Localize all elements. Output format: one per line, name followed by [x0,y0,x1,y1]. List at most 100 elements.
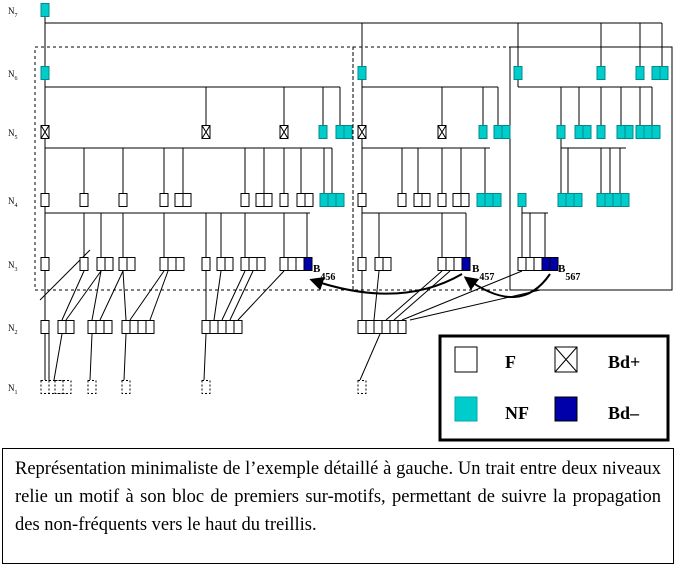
node-cell [295,257,305,271]
node-cell [279,257,289,271]
node-cell [389,320,399,334]
edge [123,333,127,381]
level-index: 4 [15,203,18,209]
node-cell [651,66,661,80]
node-cell [182,193,192,207]
node-cell [635,66,645,80]
node-cell [240,193,250,207]
node-cell [167,257,177,271]
node-cell [201,320,211,334]
node-cell [525,257,535,271]
node-cell [224,257,234,271]
node-cell [476,193,486,207]
level-name: N [8,323,15,333]
edges [39,17,663,381]
edge [65,270,102,321]
level-name: N [8,260,15,270]
node-cell [296,193,306,207]
edge [401,270,523,321]
block-label: B567 [558,263,580,283]
node-cell [121,320,131,334]
node-cell [233,320,243,334]
level-index: 3 [15,267,18,273]
node-cross [357,125,367,139]
edge [229,270,254,321]
node-cell [616,125,626,139]
legend-swatch [454,396,478,422]
level-index: 5 [15,135,18,141]
node-cell [121,380,131,394]
node-cell [79,257,89,271]
block-name: B [558,263,566,275]
level-name: N [8,128,15,138]
region-right [509,46,673,291]
node-cell [104,257,114,271]
node-cell [255,193,265,207]
edge [203,333,207,381]
node-cell [40,66,50,80]
node-cell [460,193,470,207]
legend-label: Bd– [608,403,640,423]
node-cell [397,320,407,334]
region-middle [352,46,511,291]
level-label: N1 [8,383,18,396]
node-cell [343,125,353,139]
node-cell [129,320,139,334]
node-cell [549,257,559,271]
node-cell [287,257,297,271]
node-cell [453,257,463,271]
edge [409,289,541,321]
level-label: N2 [8,323,18,336]
edge [359,333,381,381]
node-cell [96,257,106,271]
node-cell [103,320,113,334]
node-cell [118,257,128,271]
block-name: B [313,263,321,275]
node-cell [513,66,523,80]
legend-box [438,334,670,442]
node-cell [437,193,447,207]
node-cell [159,257,169,271]
node-cell [335,125,345,139]
node-cell [596,66,606,80]
node-cell [40,257,50,271]
legend-label: NF [505,403,529,423]
nodes [40,3,669,394]
node-cell [461,257,471,271]
node-cell [365,320,375,334]
node-cell [484,193,494,207]
node-cell [357,380,367,394]
edge [373,270,380,321]
edge [149,270,169,321]
node-cell [357,320,367,334]
node-cell [54,380,64,394]
arrow [463,273,551,299]
node-cell [541,257,551,271]
arrow [309,273,463,295]
edge [89,333,93,381]
level-label: N3 [8,260,18,273]
node-cell [596,193,606,207]
edge [61,270,85,321]
node-cross [437,125,447,139]
node-cell [381,320,391,334]
block-label: B457 [472,263,494,283]
node-cell [620,193,630,207]
node-cell [240,257,250,271]
node-cell [478,125,488,139]
node-cell [413,193,423,207]
level-name: N [8,6,15,16]
legend-label: Bd+ [608,352,640,372]
node-cell [95,320,105,334]
node-cell [248,257,258,271]
node-cell [492,193,502,207]
region-left [34,46,354,291]
node-cell [216,257,226,271]
node-cell [174,193,184,207]
node-cell [79,193,89,207]
edge [99,270,124,321]
node-cell [533,257,543,271]
node-cell [65,320,75,334]
